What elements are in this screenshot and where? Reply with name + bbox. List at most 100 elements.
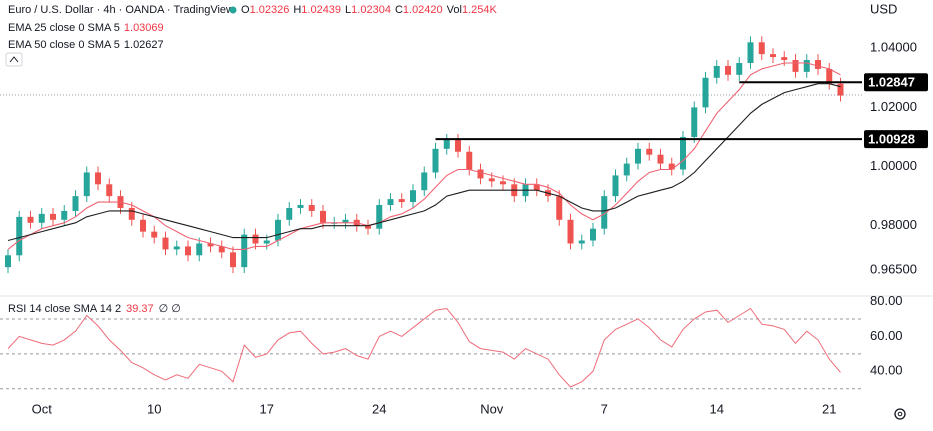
candle-body <box>263 240 270 244</box>
candle-body <box>128 207 135 220</box>
candle-body <box>747 42 754 63</box>
candle-body <box>5 255 11 268</box>
candle-body <box>342 219 349 223</box>
candle-body <box>308 205 315 211</box>
collapse-button[interactable] <box>5 52 23 67</box>
candle-body <box>95 172 101 185</box>
collapse-icon <box>9 56 19 63</box>
candle-body <box>500 181 506 185</box>
candle-body <box>725 65 731 75</box>
ema-line <box>7 62 841 250</box>
candle-body <box>680 136 686 170</box>
ohlc-label: H <box>293 4 301 16</box>
candle-body <box>635 148 641 164</box>
x-tick-label: Nov <box>480 401 504 416</box>
candle-body <box>702 77 709 108</box>
y-tick-label: 1.00000 <box>870 158 917 173</box>
candle-body <box>646 148 653 155</box>
candle-body <box>432 148 439 173</box>
x-tick-label: 7 <box>601 401 608 416</box>
y-tick-label: 40.00 <box>870 363 903 378</box>
ohlc-label: Vol <box>447 4 462 16</box>
candle-body <box>803 60 810 72</box>
legend-name: EMA 50 close 0 SMA 5 <box>8 39 120 51</box>
x-tick-label: 10 <box>147 401 161 416</box>
candle-body <box>162 237 169 250</box>
rsi-line <box>7 307 841 388</box>
candle-body <box>185 246 191 256</box>
candle-body <box>50 213 56 220</box>
level-label-box <box>864 73 928 92</box>
candle-body <box>398 199 405 203</box>
ohlc-label: L <box>345 4 351 16</box>
candle-body <box>218 246 225 253</box>
candle-body <box>230 252 236 268</box>
candle-body <box>443 139 450 149</box>
candle-body <box>623 163 630 176</box>
candle-body <box>286 207 293 220</box>
candle-body <box>713 65 720 78</box>
candle-body <box>252 234 259 244</box>
candle-body <box>837 83 844 96</box>
candle-body <box>590 228 596 241</box>
candle-body <box>27 216 34 223</box>
x-tick-label: 14 <box>710 401 724 416</box>
chart-title: Euro / U.S. Dollar · 4h · OANDA · Tradin… <box>8 4 234 16</box>
candle-body <box>466 151 473 170</box>
y-tick-label: 0.96500 <box>870 262 917 277</box>
ohlc-value: 1.02304 <box>351 4 391 16</box>
ohlc-label: C <box>395 4 403 16</box>
level-label: 1.02847 <box>868 75 915 90</box>
candle-body <box>83 172 90 197</box>
settings-icon[interactable] <box>894 408 906 420</box>
candle-body <box>365 225 371 229</box>
candle-body <box>770 54 776 58</box>
level-label: 1.00928 <box>868 132 915 147</box>
legend-entry: EMA 50 close 0 SMA 5 1.02627 <box>8 39 164 51</box>
ohlc-label: O <box>241 4 250 16</box>
candle-body <box>736 62 743 75</box>
level-label-box <box>864 130 928 149</box>
candle-body <box>106 184 113 197</box>
candle-body <box>567 219 574 244</box>
candle-body <box>297 205 304 208</box>
gear-hub <box>897 411 903 417</box>
x-tick-label: 24 <box>372 401 386 416</box>
y-tick-label: 1.04000 <box>870 40 917 55</box>
candle-body <box>275 219 281 241</box>
ohlc-readout: O1.02326 H1.02439 L1.02304 C1.02420 Vol1.254… <box>241 4 497 16</box>
candle-body <box>792 60 799 72</box>
candle-body <box>61 210 68 220</box>
x-tick-label: 21 <box>822 401 836 416</box>
candle-body <box>533 184 540 191</box>
candle-body <box>241 234 248 268</box>
candle-body <box>668 163 675 170</box>
candle-body <box>455 139 461 152</box>
rsi-value: 39.37 <box>126 303 154 315</box>
candle-body <box>410 190 416 203</box>
candle-body <box>72 196 79 211</box>
x-tick-label: Oct <box>32 401 53 416</box>
gear-ring <box>894 408 906 420</box>
candle-body <box>151 231 158 238</box>
rsi-legend: RSI 14 close SMA 14 2 39.37 ∅ ∅ <box>8 303 181 315</box>
candle-body <box>578 240 585 244</box>
candle-body <box>196 243 203 256</box>
candle-body <box>207 243 214 247</box>
candle-body <box>612 175 619 197</box>
legend-entry: EMA 25 close 0 SMA 5 1.03069 <box>8 22 164 34</box>
candle-body <box>556 196 563 220</box>
candle-body <box>387 199 394 206</box>
candle-body <box>477 169 484 179</box>
rsi-extra: ∅ ∅ <box>159 303 181 315</box>
ohlc-value: 1.02420 <box>403 4 443 16</box>
candle-body <box>601 196 608 229</box>
ohlc-value: 1.254K <box>462 4 498 16</box>
candle-body <box>691 107 698 137</box>
ohlc-value: 1.02326 <box>250 4 290 16</box>
candle-body <box>320 210 326 223</box>
candle-body <box>376 205 383 229</box>
legend-value: 1.02627 <box>124 39 164 51</box>
